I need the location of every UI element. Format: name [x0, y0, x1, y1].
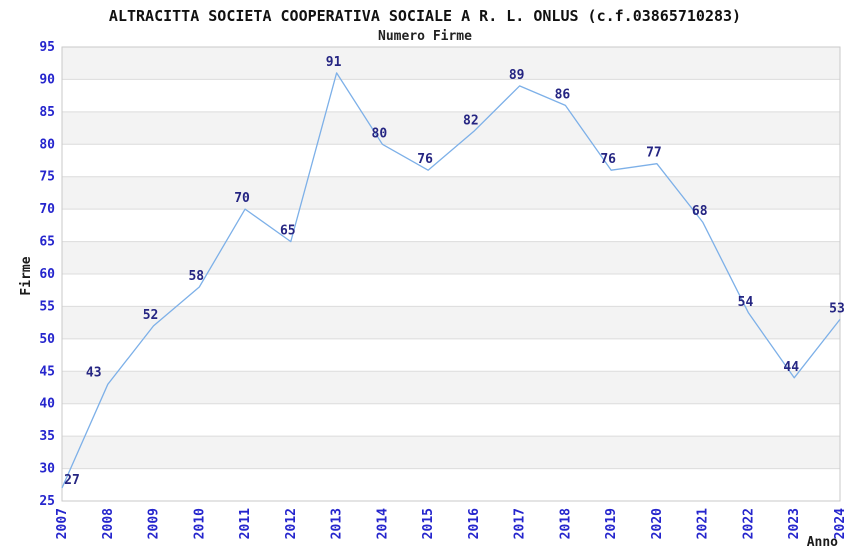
- x-axis-tick-label: 2022: [741, 508, 756, 539]
- y-axis-tick-label: 30: [39, 462, 55, 477]
- plot-band: [62, 371, 840, 404]
- x-axis-tick-label: 2015: [421, 508, 436, 539]
- x-axis-tick-label: 2023: [787, 508, 802, 539]
- data-point-label: 89: [509, 68, 525, 83]
- x-axis-tick-label: 2013: [330, 508, 345, 539]
- data-point-label: 65: [280, 224, 296, 239]
- data-point-label: 52: [143, 308, 159, 323]
- data-point-label: 43: [86, 365, 102, 380]
- plot-band: [62, 47, 840, 80]
- data-point-label: 91: [326, 55, 342, 70]
- y-axis-tick-label: 35: [39, 429, 55, 444]
- x-axis-tick-label: 2010: [192, 508, 207, 539]
- data-point-label: 44: [783, 360, 799, 375]
- y-axis-tick-label: 80: [39, 137, 55, 152]
- y-axis-title: Firme: [19, 256, 34, 295]
- y-axis-tick-label: 40: [39, 397, 55, 412]
- x-axis-tick-label: 2014: [375, 508, 390, 539]
- data-point-label: 76: [417, 152, 433, 167]
- data-point-label: 86: [555, 87, 571, 102]
- y-axis-tick-label: 75: [39, 170, 55, 185]
- y-axis-tick-label: 65: [39, 235, 55, 250]
- data-point-label: 68: [692, 204, 708, 219]
- data-point-label: 77: [646, 146, 662, 161]
- data-point-label: 82: [463, 113, 479, 128]
- y-axis-tick-label: 55: [39, 299, 55, 314]
- x-axis-tick-label: 2019: [604, 508, 619, 539]
- x-axis-tick-label: 2008: [101, 508, 116, 539]
- data-point-label: 54: [738, 295, 754, 310]
- plot-band: [62, 176, 840, 210]
- x-axis-tick-label: 2017: [513, 508, 528, 539]
- x-axis-tick-label: 2018: [558, 508, 573, 539]
- plot-band: [62, 306, 840, 339]
- x-axis-tick-label: 2024: [833, 508, 848, 539]
- series-line: [61, 72, 841, 489]
- chart-subtitle: Numero Firme: [378, 29, 472, 44]
- data-point-label: 70: [234, 191, 250, 206]
- x-axis-tick-label: 2011: [238, 508, 253, 539]
- y-axis-tick-label: 25: [39, 494, 55, 509]
- plot-border: [61, 46, 841, 502]
- x-axis-tick-label: 2012: [284, 508, 299, 539]
- plot-band: [62, 111, 840, 145]
- data-point-label: 58: [188, 269, 204, 284]
- data-point-label: 76: [600, 152, 616, 167]
- x-axis-tick-label: 2021: [696, 508, 711, 539]
- x-axis-tick-label: 2016: [467, 508, 482, 539]
- data-point-label: 27: [64, 473, 80, 488]
- x-axis-tick-label: 2007: [55, 508, 70, 539]
- y-axis-tick-label: 50: [39, 332, 55, 347]
- plot-band: [62, 241, 840, 274]
- y-axis-tick-label: 90: [39, 72, 55, 87]
- x-axis-tick-label: 2009: [147, 508, 162, 539]
- data-point-label: 80: [372, 126, 388, 141]
- x-axis-title: Anno: [807, 535, 838, 550]
- y-axis-tick-label: 70: [39, 202, 55, 217]
- chart-title: ALTRACITTA SOCIETA COOPERATIVA SOCIALE A…: [108, 7, 742, 25]
- y-axis-tick-label: 45: [39, 364, 55, 379]
- plot-band: [62, 436, 840, 469]
- y-axis-tick-label: 60: [39, 267, 55, 282]
- y-axis-tick-label: 85: [39, 105, 55, 120]
- x-axis-tick-label: 2020: [650, 508, 665, 539]
- y-axis-tick-label: 95: [39, 40, 55, 55]
- data-point-label: 53: [829, 301, 845, 316]
